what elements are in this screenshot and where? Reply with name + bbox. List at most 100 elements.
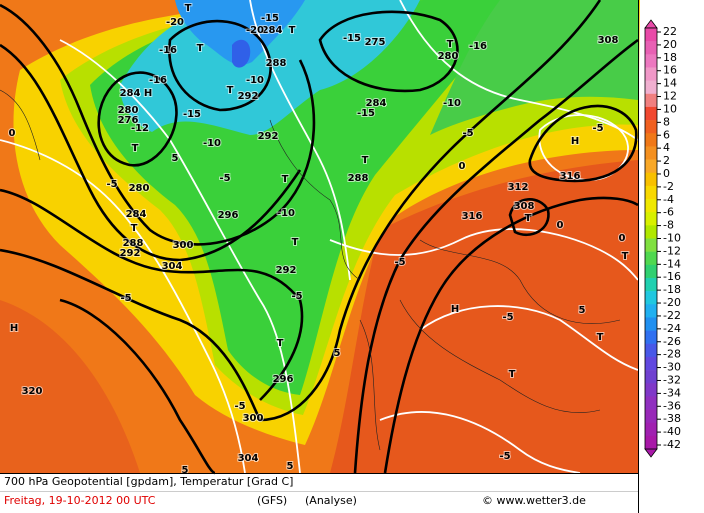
colorbar-cell [645, 93, 657, 108]
colorbar-cell [645, 41, 657, 55]
map-label: 308 [514, 201, 535, 212]
colorbar-cell [645, 409, 657, 423]
map-label: T [185, 3, 192, 14]
map-label: 280 [129, 183, 150, 194]
colorbar-label: 0 [663, 167, 670, 180]
map-label: 316 [560, 171, 581, 182]
colorbar-label: -32 [663, 373, 681, 386]
map-label: 284 [120, 88, 141, 99]
map-label: 284 [262, 25, 283, 36]
colorbar-label: 10 [663, 102, 677, 115]
map-label: 292 [238, 91, 259, 102]
map-label: T [509, 369, 516, 380]
map-label: -10 [246, 75, 264, 86]
colorbar-label: 16 [663, 64, 677, 77]
map-label: 320 [22, 386, 43, 397]
map-label: T [132, 143, 139, 154]
colorbar-label: -38 [663, 412, 681, 425]
map-label: T [197, 43, 204, 54]
map-label: H [571, 136, 579, 147]
colorbar-label: 20 [663, 38, 677, 51]
map-label: T [597, 332, 604, 343]
footer-title: 700 hPa Geopotential [gpdam], Temperatur… [4, 475, 293, 488]
colorbar-label: -8 [663, 219, 674, 232]
colorbar-label: -14 [663, 257, 681, 270]
map-label: -5 [394, 257, 405, 268]
colorbar-cell [645, 146, 657, 160]
map-label: 284 [366, 98, 387, 109]
map-label: 5 [579, 305, 586, 316]
colorbar: 2220181614121086420-2-4-6-8-10-12-14-16-… [644, 19, 681, 458]
colorbar-cell [645, 67, 657, 81]
map-label: -20 [166, 17, 184, 28]
map-label: -16 [159, 45, 177, 56]
coastlines [0, 89, 621, 451]
colorbar-label: -36 [663, 399, 681, 412]
footer-source: © www.wetter3.de [482, 494, 586, 507]
colorbar-cell [645, 396, 657, 410]
map-label: -10 [277, 208, 295, 219]
map-label: 0 [9, 128, 16, 139]
map-label: T [277, 338, 284, 349]
warm-region [330, 160, 638, 473]
map-label: 300 [173, 240, 194, 251]
colorbar-cell [645, 277, 657, 292]
colorbar-label: -42 [663, 438, 681, 451]
map-label: -15 [343, 33, 361, 44]
colorbar-cell [645, 304, 657, 318]
colorbar-label: -18 [663, 283, 681, 296]
map-label: T [447, 39, 454, 50]
map-label: -16 [149, 75, 167, 86]
map-label: 284 [126, 209, 147, 220]
map-label: T [227, 85, 234, 96]
colorbar-cell [645, 172, 657, 187]
map-label: 296 [273, 374, 294, 385]
map-label: 0 [557, 220, 564, 231]
map-label: -5 [499, 451, 510, 462]
cold-core [232, 39, 251, 68]
map-label: 0 [459, 161, 466, 172]
colorbar-cell [645, 212, 657, 226]
map-label: -16 [469, 41, 487, 52]
colorbar-cell [645, 225, 657, 239]
map-label: T [282, 174, 289, 185]
map-label: 275 [365, 37, 386, 48]
footer-run: (Analyse) [305, 494, 357, 507]
map-label: 280 [438, 51, 459, 62]
colorbar-label: -10 [663, 232, 681, 245]
map-label: H [144, 88, 152, 99]
map-label: 5 [334, 348, 341, 359]
colorbar-cell [645, 291, 657, 305]
map-label: 5 [287, 461, 294, 472]
map-label: 292 [120, 248, 141, 259]
colorbar-cell [645, 120, 657, 134]
colorbar-label: -20 [663, 296, 681, 309]
colorbar-cell [645, 80, 657, 95]
colorbar-label: -24 [663, 322, 681, 335]
map-label: T [362, 155, 369, 166]
map-label: -5 [106, 179, 117, 190]
green-region [430, 0, 638, 135]
map-label: 0 [619, 233, 626, 244]
map-label: -15 [357, 108, 375, 119]
map-label: -10 [203, 138, 221, 149]
map-label: -15 [183, 109, 201, 120]
colorbar-label: -2 [663, 180, 674, 193]
colorbar-cell [645, 317, 657, 331]
colorbar-label: -6 [663, 206, 674, 219]
map-label: 280 [118, 105, 139, 116]
colorbar-cell [645, 54, 657, 68]
colorbar-label: -26 [663, 335, 681, 348]
colorbar-label: 6 [663, 128, 670, 141]
colorbar-cell [645, 238, 657, 252]
colorbar-label: 4 [663, 141, 670, 154]
map-label: 312 [508, 182, 529, 193]
colorbar-cell [645, 383, 657, 397]
map-label: T [622, 251, 629, 262]
colorbar-label: -30 [663, 361, 681, 374]
colorbar-cell [645, 264, 657, 279]
colorbar-label: 22 [663, 25, 677, 38]
map-label: -10 [443, 98, 461, 109]
map-label: T [525, 213, 532, 224]
